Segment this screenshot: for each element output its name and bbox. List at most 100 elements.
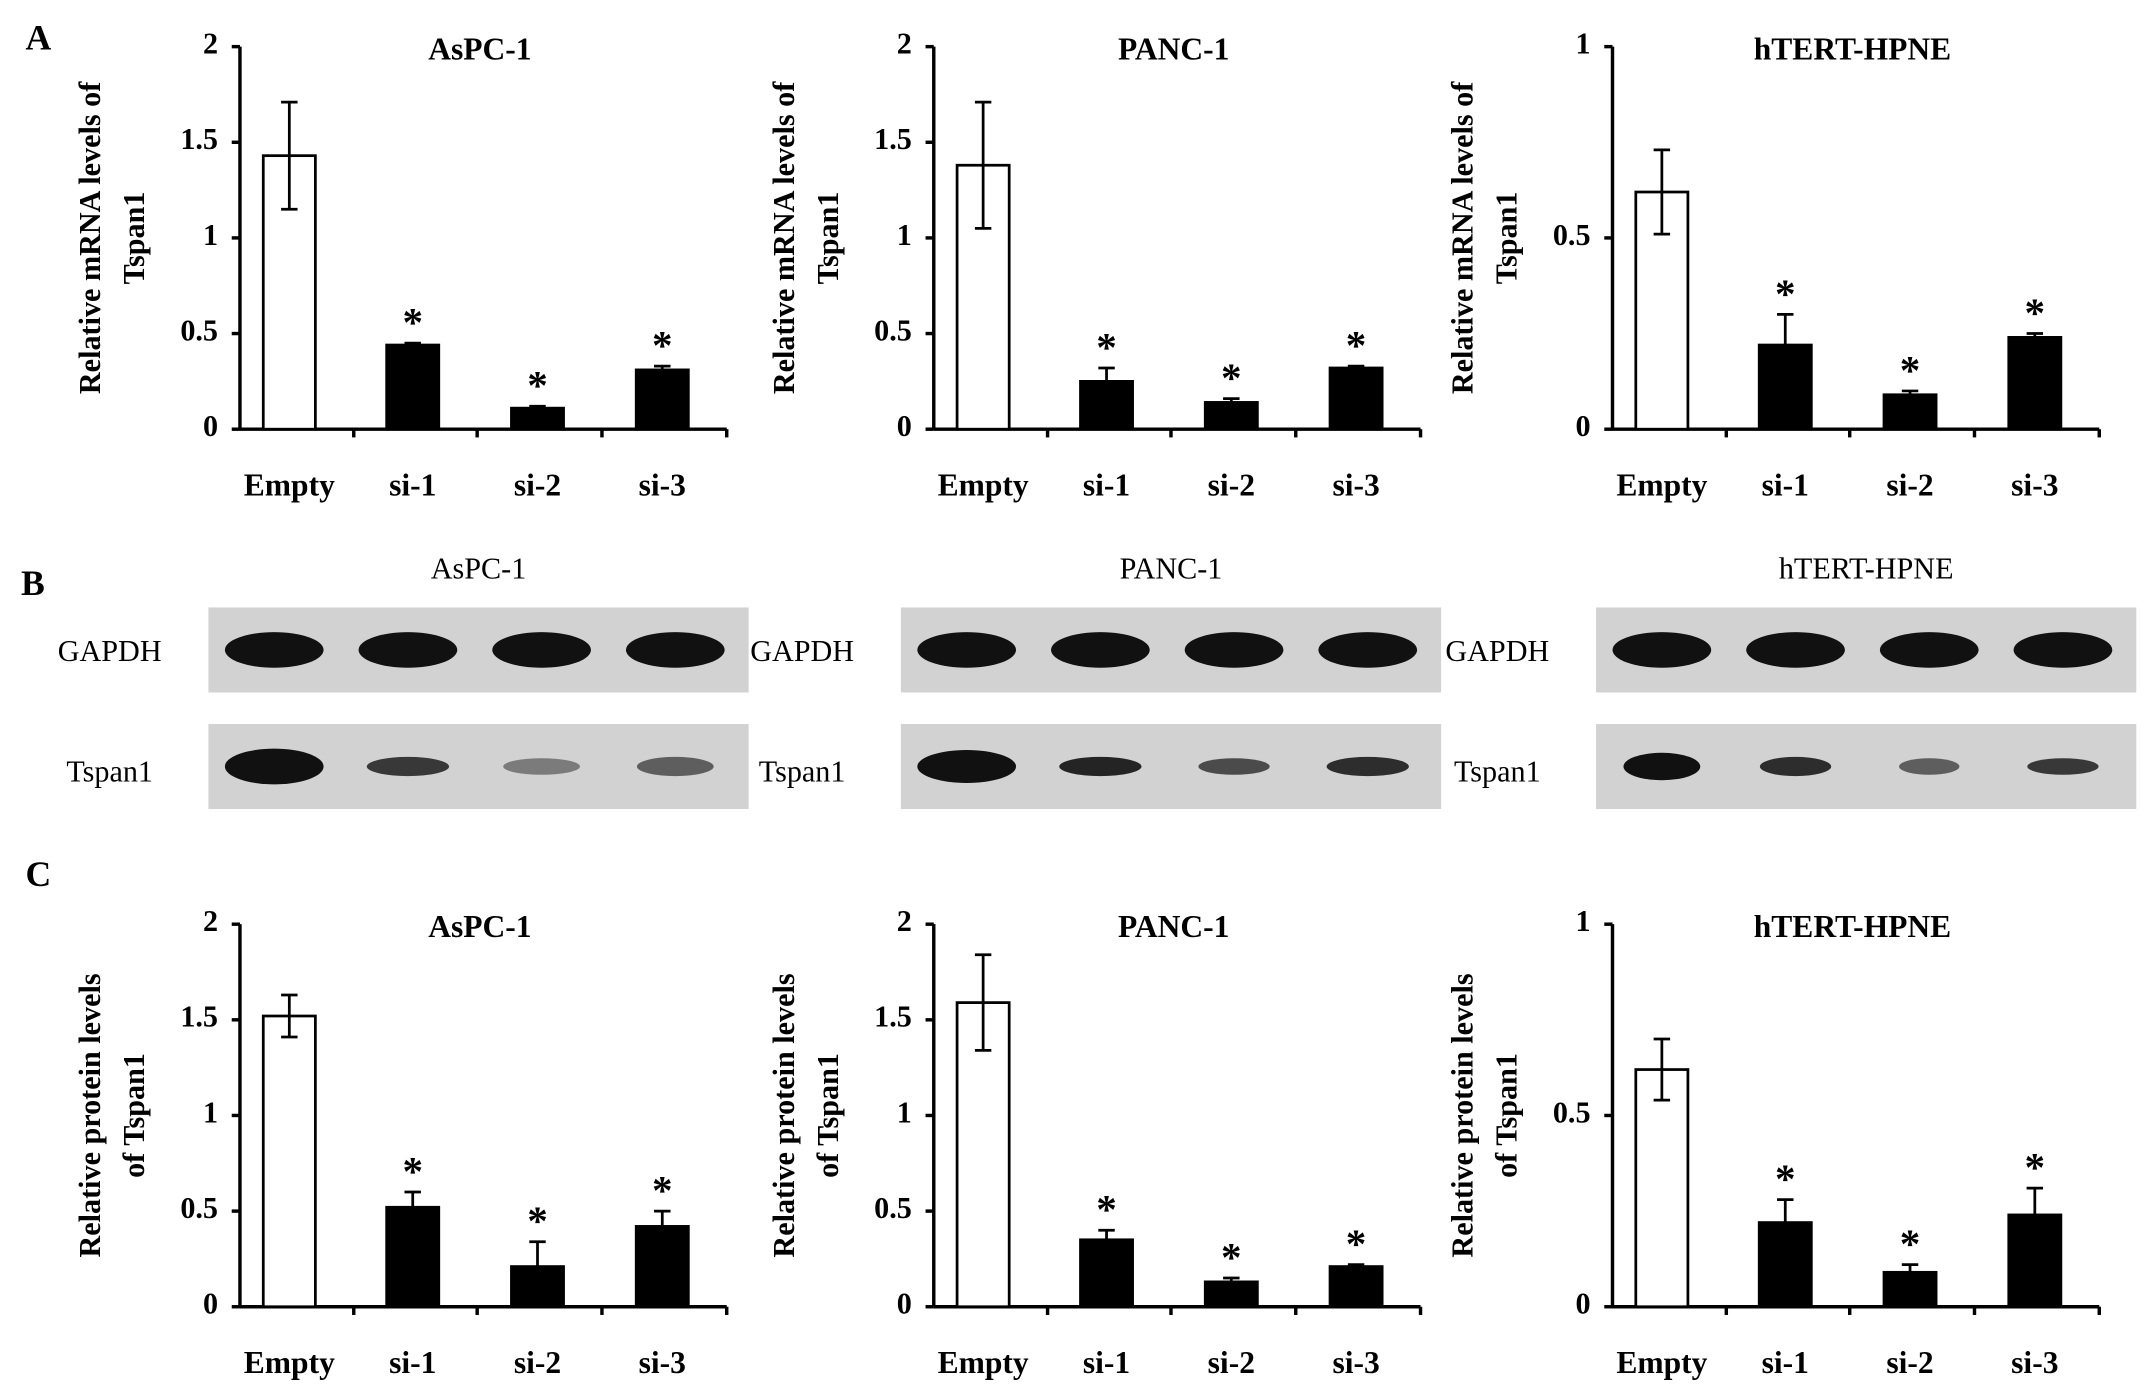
y-tick-label: 0 [1575,1287,1590,1321]
blot-band [2027,758,2099,775]
chart-title: AsPC-1 [428,31,531,66]
y-axis-label: Relative protein levels [73,973,107,1257]
y-tick-label: 0 [897,1287,912,1321]
bar [1757,343,1813,431]
x-tick-label: si-2 [1886,1345,1933,1380]
y-tick-label: 0 [203,409,218,443]
y-tick-label: 1 [203,218,218,252]
y-tick-label: 0.5 [874,1191,912,1225]
blot-band [503,758,581,775]
panel-label: B [21,563,45,603]
error-bar [1347,1263,1365,1269]
error-bar [654,364,671,374]
blot-title: hTERT-HPNE [1779,552,1954,586]
chart-title: hTERT-HPNE [1754,31,1951,66]
y-axis-label: Tspan1 [1490,192,1524,285]
x-tick-label: si-1 [1083,1345,1130,1380]
bar [1328,366,1384,431]
bar [261,1014,317,1309]
error-bar [404,1190,421,1223]
significance-star: * [1221,355,1242,401]
chart-title: PANC-1 [1118,909,1229,944]
y-tick-label: 0 [203,1287,218,1321]
error-bar [1653,1037,1671,1102]
x-tick-label: si-3 [2011,1345,2058,1380]
x-tick-label: si-1 [1083,467,1130,502]
error-bar [1098,366,1115,395]
error-bar [281,100,298,211]
chart-title: PANC-1 [1118,31,1229,66]
x-tick-label: si-2 [514,1345,561,1380]
y-axis-label: Relative protein levels [1446,973,1480,1257]
blot-row-label: GAPDH [1445,634,1549,668]
significance-star: * [527,1198,548,1244]
error-bar [281,993,298,1039]
significance-star: * [1775,270,1796,316]
y-tick-label: 1 [897,218,912,252]
blot-band [1326,756,1409,777]
significance-star: * [1900,1221,1921,1267]
blot-band [1184,632,1284,668]
bar [1203,1280,1259,1309]
significance-star: * [402,1148,423,1194]
y-axis-label: Tspan1 [117,192,151,285]
significance-star: * [2025,290,2046,336]
blot-title: PANC-1 [1120,552,1223,586]
y-tick-label: 1.5 [180,1000,218,1034]
error-bar [1223,1276,1240,1286]
y-tick-label: 0.5 [1553,1095,1591,1129]
error-bar [1777,1198,1794,1246]
error-bar [1098,1228,1115,1250]
x-tick-label: si-1 [389,467,436,502]
chart-title: AsPC-1 [428,909,531,944]
blot-band [1879,632,1979,668]
x-tick-label: si-2 [1208,1345,1255,1380]
y-tick-label: 1 [897,1095,912,1129]
y-axis-label: Relative mRNA levels of [73,81,107,394]
significance-star: * [1221,1234,1242,1280]
significance-star: * [1775,1156,1796,1202]
y-tick-label: 2 [203,904,218,938]
y-tick-label: 0.5 [1553,218,1591,252]
blot-band [224,748,324,785]
panel-label: A [26,17,52,57]
significance-star: * [1096,324,1117,370]
error-bar [1223,397,1240,407]
blot-band [224,632,324,668]
x-tick-label: Empty [1616,1345,1707,1380]
blot-title: AsPC-1 [431,552,527,586]
significance-star: * [402,299,423,345]
y-axis-label: of Tspan1 [117,1053,151,1178]
y-tick-label: 1.5 [874,122,912,156]
y-axis-label: of Tspan1 [811,1053,845,1178]
error-bar [654,1209,671,1242]
y-tick-label: 2 [897,27,912,61]
error-bar [2026,332,2044,342]
significance-star: * [1900,347,1921,393]
y-tick-label: 1 [1575,27,1590,61]
significance-star: * [527,362,548,408]
error-bar [1901,1263,1919,1280]
panel-label: C [26,854,52,894]
blot-band [1759,756,1832,777]
error-bar [529,1240,546,1292]
x-tick-label: si-3 [639,1345,686,1380]
significance-star: * [652,1167,673,1213]
chart-title: hTERT-HPNE [1754,909,1951,944]
bar [1328,1265,1384,1309]
error-bar [1347,364,1365,370]
x-tick-label: si-1 [1762,467,1809,502]
bar [1203,401,1259,431]
bar [2007,1213,2063,1309]
bar [2007,336,2063,431]
blot-band [1746,632,1845,668]
y-axis-label: Relative mRNA levels of [767,81,801,394]
x-tick-label: Empty [244,467,335,502]
blot-row-label: GAPDH [58,634,162,668]
significance-star: * [2025,1144,2046,1190]
y-tick-label: 1 [203,1095,218,1129]
y-tick-label: 2 [897,904,912,938]
significance-star: * [1096,1186,1117,1232]
blot-band [917,632,1017,668]
